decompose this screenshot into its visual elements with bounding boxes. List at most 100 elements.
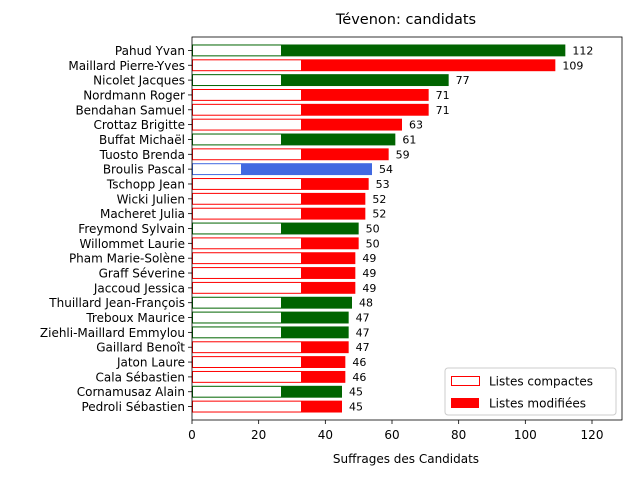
bar-listes-compactes — [192, 74, 282, 87]
y-tick-label: Treboux Maurice — [85, 311, 185, 325]
bar-value-label: 71 — [436, 89, 450, 102]
bar-value-label: 53 — [376, 178, 390, 191]
legend: Listes compactes Listes modifiées — [444, 367, 617, 416]
bar-value-label: 112 — [572, 44, 593, 57]
bar-listes-compactes — [192, 118, 302, 131]
bar-value-label: 109 — [562, 59, 583, 72]
x-tick-label: 80 — [451, 428, 466, 442]
bar-value-label: 46 — [352, 356, 366, 369]
y-tick-label: Gaillard Benoît — [96, 341, 185, 355]
y-tick-label: Cala Sébastien — [96, 370, 185, 384]
bar-listes-compactes — [192, 326, 282, 339]
y-tick-label: Ziehli-Maillard Emmylou — [40, 326, 185, 340]
bar-listes-modifiees — [282, 296, 352, 309]
bar-listes-modifiees — [282, 385, 342, 398]
bar-value-label: 59 — [396, 148, 410, 161]
y-tick-label: Broulis Pascal — [103, 163, 185, 177]
bar-value-label: 50 — [366, 237, 380, 250]
bar-value-label: 45 — [349, 401, 363, 414]
bar-listes-modifiees — [302, 237, 359, 250]
bar-listes-compactes — [192, 222, 282, 235]
bar-listes-compactes — [192, 281, 302, 294]
y-tick-label: Crottaz Brigitte — [93, 118, 185, 132]
y-tick-label: Nordmann Roger — [83, 88, 185, 102]
legend-swatch-filled — [451, 398, 479, 408]
bar-listes-compactes — [192, 252, 302, 265]
bar-listes-compactes — [192, 148, 302, 161]
bar-listes-modifiees — [282, 311, 349, 324]
y-tick-label: Freymond Sylvain — [78, 222, 185, 236]
x-tick-label: 40 — [318, 428, 333, 442]
bar-listes-modifiees — [302, 207, 366, 220]
bar-listes-compactes — [192, 237, 302, 250]
legend-swatch-outline — [451, 376, 480, 386]
bar-listes-compactes — [192, 341, 302, 354]
bar-listes-modifiees — [302, 118, 402, 131]
y-tick-label: Nicolet Jacques — [93, 74, 185, 88]
bar-listes-modifiees — [282, 326, 349, 339]
bar-listes-modifiees — [302, 103, 429, 116]
bar-listes-compactes — [192, 44, 282, 57]
bar-listes-modifiees — [302, 148, 389, 161]
y-tick-label: Pahud Yvan — [115, 44, 185, 58]
bar-listes-compactes — [192, 163, 242, 176]
y-tick-label: Jaccoud Jessica — [93, 281, 185, 295]
bar-value-label: 50 — [366, 223, 380, 236]
y-tick-label: Buffat Michaël — [99, 133, 185, 147]
y-tick-label: Thuillard Jean-François — [48, 296, 185, 310]
bar-value-label: 71 — [436, 104, 450, 117]
bar-listes-modifiees — [282, 74, 449, 87]
bar-listes-compactes — [192, 296, 282, 309]
bar-listes-compactes — [192, 385, 282, 398]
bar-value-label: 52 — [372, 193, 386, 206]
bar-listes-modifiees — [302, 370, 346, 383]
bar-value-label: 46 — [352, 371, 366, 384]
legend-box — [444, 367, 617, 416]
bar-listes-modifiees — [302, 281, 356, 294]
bar-value-label: 52 — [372, 208, 386, 221]
bar-value-label: 45 — [349, 386, 363, 399]
bar-listes-compactes — [192, 178, 302, 190]
x-tick-label: 0 — [188, 428, 196, 442]
bar-listes-compactes — [192, 370, 302, 383]
bar-listes-modifiees — [302, 400, 342, 413]
bar-listes-modifiees — [302, 267, 356, 279]
y-tick-label: Cornamusaz Alain — [77, 385, 185, 399]
y-tick-label: Wicki Julien — [117, 192, 185, 206]
bar-value-label: 77 — [456, 74, 470, 87]
bar-value-label: 47 — [356, 312, 370, 325]
bar-value-label: 49 — [362, 267, 376, 280]
bar-listes-modifiees — [302, 178, 369, 190]
bar-listes-modifiees — [302, 192, 366, 205]
bar-value-label: 49 — [362, 252, 376, 265]
bar-listes-compactes — [192, 192, 302, 205]
bar-value-label: 61 — [402, 133, 416, 146]
bar-value-label: 47 — [356, 341, 370, 354]
bar-listes-compactes — [192, 133, 282, 146]
bar-listes-modifiees — [242, 163, 372, 176]
y-tick-label: Pham Marie-Solène — [69, 252, 185, 266]
bar-listes-modifiees — [302, 252, 356, 265]
y-tick-label: Pedroli Sébastien — [81, 400, 185, 414]
bar-listes-compactes — [192, 59, 302, 72]
chart-title: Tévenon: candidats — [335, 12, 476, 28]
x-tick-label: 60 — [384, 428, 399, 442]
bar-value-label: 54 — [379, 163, 393, 176]
bar-value-label: 48 — [359, 297, 373, 310]
bar-value-label: 63 — [409, 119, 423, 132]
bar-value-label: 47 — [356, 326, 370, 339]
bar-listes-modifiees — [282, 44, 566, 57]
y-tick-label: Willommet Laurie — [79, 237, 185, 251]
y-tick-label: Maillard Pierre-Yves — [68, 59, 185, 73]
bar-listes-compactes — [192, 207, 302, 220]
bar-listes-modifiees — [282, 133, 396, 146]
legend-label: Listes modifiées — [489, 397, 586, 411]
bar-listes-modifiees — [302, 341, 349, 354]
bar-listes-compactes — [192, 267, 302, 279]
plot-frame — [191, 36, 623, 421]
y-tick-label: Bendahan Samuel — [75, 103, 185, 117]
y-tick-label: Macheret Julia — [100, 207, 185, 221]
x-axis-label: Suffrages des Candidats — [333, 452, 479, 466]
bar-listes-modifiees — [302, 59, 556, 72]
